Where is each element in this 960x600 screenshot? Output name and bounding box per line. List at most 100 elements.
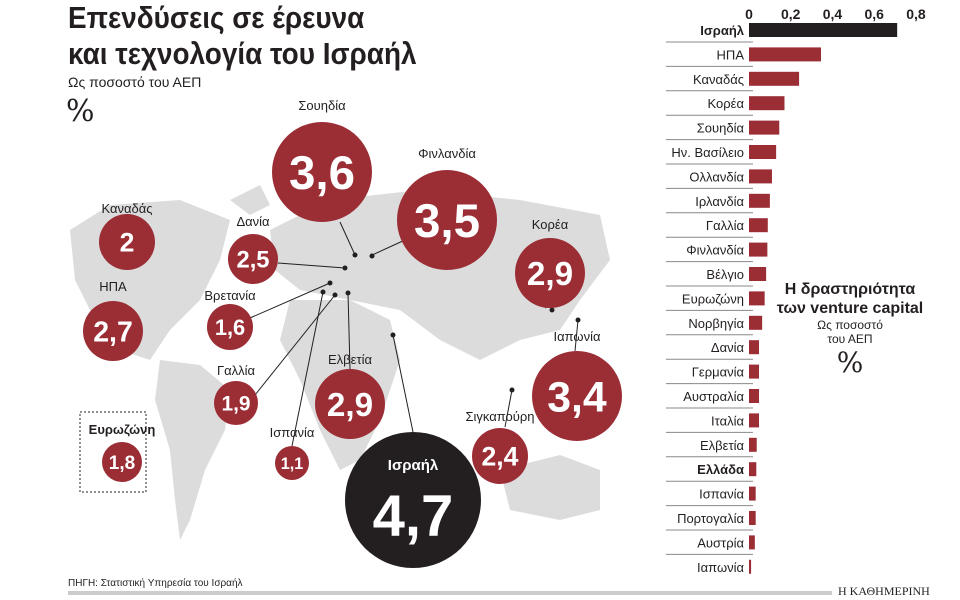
tick-label: 0,6 [864, 6, 884, 22]
bar-label: Ισπανία [699, 487, 744, 502]
bar [749, 413, 760, 428]
publisher-logo: Η ΚΑΘΗΜΕΡΙΝΗ [838, 584, 930, 598]
bubble-label: Δανία [236, 214, 270, 229]
bar [749, 120, 780, 135]
bubble-value: 2,9 [327, 387, 373, 424]
bubble-label: Ισπανία [270, 425, 315, 440]
bubble-label: Γαλλία [217, 363, 256, 378]
percent-symbol: % [66, 94, 95, 129]
leader-lines [249, 221, 579, 447]
bar-label: Σουηδία [697, 121, 745, 136]
bar-label: Ευρωζώνη [682, 291, 744, 306]
bar [749, 71, 800, 86]
bar-label: Ελλάδα [697, 462, 744, 477]
location-dots [320, 252, 581, 393]
vc-title: Η δραστηριότητα των venture capital [776, 281, 924, 317]
bar [749, 486, 756, 501]
bar [749, 315, 763, 330]
bar-label: Νορβηγία [688, 316, 744, 331]
bar [749, 218, 768, 233]
bar-label: Πορτογαλία [677, 511, 744, 526]
bar [749, 169, 772, 184]
bar-label: Κορέα [708, 96, 745, 111]
tick-label: 0,8 [906, 6, 926, 22]
bubbles: 3,6 Σουηδία 3,5 Φινλανδία 2 Καναδάς 2,5 Δανία 2,… [83, 98, 622, 568]
bar-label: Ιταλία [711, 413, 744, 428]
title-line-1: Επενδύσεις σε έρευνα [68, 0, 365, 35]
bar-label: Ολλανδία [689, 169, 744, 184]
bar-label: Ιαπωνία [697, 560, 744, 575]
bar-label: Καναδάς [693, 72, 744, 87]
bubble-label: Ιαπωνία [554, 329, 601, 344]
bar-label: Ιρλανδία [695, 194, 744, 209]
bubble [515, 238, 585, 308]
bar [749, 23, 898, 37]
bubble-label: Ισραήλ [388, 457, 439, 474]
bar [749, 291, 765, 306]
bar [749, 389, 760, 403]
bubble [315, 369, 385, 439]
bubble [228, 234, 278, 284]
bar [749, 242, 768, 257]
bubble-label: Κορέα [532, 217, 569, 232]
tick-label: 0 [745, 6, 753, 22]
bubble-label: Ελβετία [328, 352, 372, 367]
bubble-value: 1,9 [221, 393, 250, 416]
bubble-value: 1,8 [109, 453, 135, 474]
bar [749, 145, 777, 159]
bar-label: Αυστραλία [683, 389, 744, 404]
bar-label: Αυστρία [697, 535, 744, 550]
bar [749, 96, 785, 111]
bar-label: Γερμανία [692, 365, 745, 380]
bar [749, 193, 770, 208]
bubble-value: 3,4 [547, 373, 607, 421]
vc-subtitle-2: του ΑΕΠ [827, 332, 873, 346]
vc-unit: % [836, 346, 864, 379]
tick-label: 0,2 [781, 6, 801, 22]
title: Επενδύσεις σε έρευνα και τεχνολογία του Ι… [68, 0, 417, 72]
bubble [397, 170, 497, 270]
bar-label: Φινλανδία [686, 243, 744, 258]
bar [749, 535, 755, 550]
bar [749, 559, 752, 574]
bar [749, 340, 760, 355]
bubble-value: 1,1 [281, 455, 303, 473]
tick-label: 0,4 [823, 6, 843, 22]
bubble-value: 2,7 [93, 316, 133, 348]
bubble [272, 122, 372, 222]
bar [749, 47, 822, 62]
vc-subtitle-1: Ως ποσοστό [817, 318, 883, 332]
bar [749, 437, 757, 452]
bubble [275, 446, 309, 480]
bubble [99, 214, 155, 270]
bubble-value: 3,5 [414, 195, 480, 248]
bubble-value: 2,5 [236, 247, 269, 274]
bar-label: Δανία [711, 340, 745, 355]
title-line-2: και τεχνολογία του Ισραήλ [68, 36, 417, 71]
bubble-value: 1,6 [215, 315, 245, 340]
footer-bar [68, 591, 832, 595]
bar-label: ΗΠΑ [717, 47, 745, 62]
bubble-value: 2 [120, 228, 135, 258]
bubble-label: Σουηδία [298, 98, 346, 113]
bubble [472, 428, 528, 484]
bubble-label: Σιγκαπούρη [465, 409, 534, 424]
eurozone-box [79, 411, 147, 493]
bubble-label: Καναδάς [101, 201, 152, 216]
bubble [532, 351, 622, 441]
bubble-label: ΗΠΑ [99, 279, 127, 294]
bubble-value: 4,7 [373, 484, 454, 549]
bubble-label: Ευρωζώνη [89, 422, 156, 437]
bubble-label: Φινλανδία [418, 146, 476, 161]
bar-chart: 0 0,2 0,4 0,6 0,8 Ισραήλ ΗΠΑ Καναδάς Κορέα Σουηδί… [666, 6, 926, 575]
source: ΠΗΓΗ: Στατιστική Υπηρεσία του Ισραήλ [68, 578, 243, 589]
bar [749, 267, 767, 281]
bar-label: Ην. Βασίλειο [671, 145, 744, 160]
bar-label: Ελβετία [700, 438, 744, 453]
bar [749, 511, 756, 525]
bubble-value: 3,6 [289, 147, 355, 200]
bubble [214, 381, 258, 425]
bubble [102, 442, 142, 482]
bubble [207, 304, 253, 350]
